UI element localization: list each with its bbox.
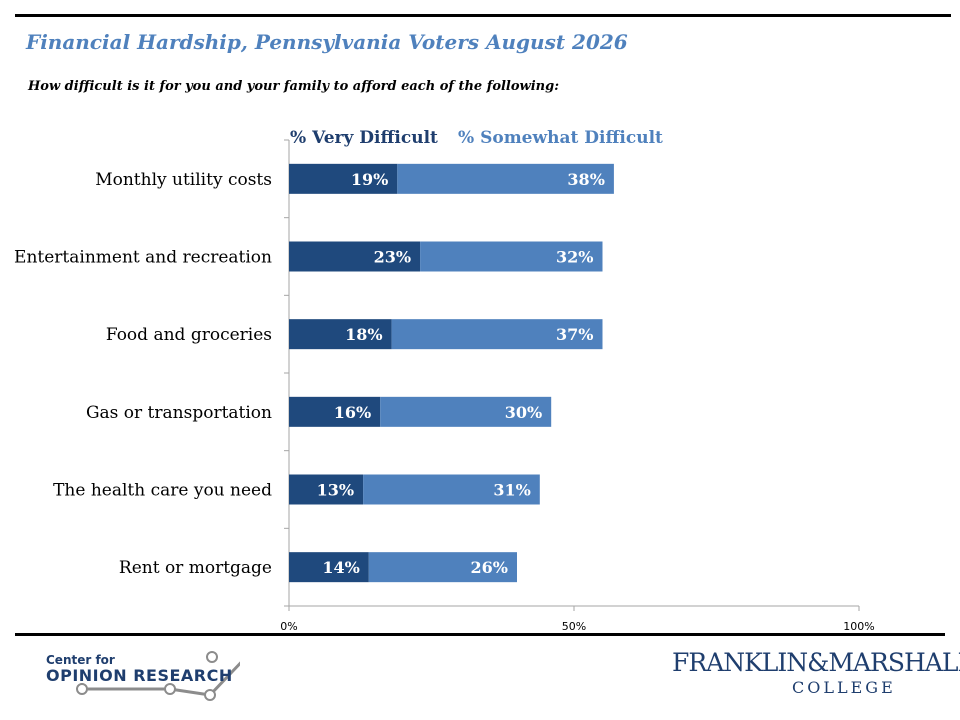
data-label: 31%: [493, 481, 530, 500]
data-label: 26%: [471, 558, 508, 577]
logo-college: COLLEGE: [792, 678, 896, 697]
data-label: 19%: [351, 170, 388, 189]
bottom-rule: [15, 633, 945, 636]
bar-very-difficult: [289, 319, 392, 350]
chart-title: Financial Hardship, Pennsylvania Voters …: [26, 30, 628, 54]
data-label: 32%: [556, 248, 593, 267]
bar-very-difficult: [289, 241, 421, 272]
logo-center-for: Center for: [46, 653, 115, 667]
bar-somewhat-difficult: [420, 241, 603, 272]
bar-very-difficult: [289, 474, 364, 505]
logo-opinion-research: OPINION RESEARCH: [46, 666, 233, 685]
data-label: 13%: [317, 481, 354, 500]
data-label: 18%: [345, 325, 382, 344]
chart-subtitle: How difficult is it for you and your fam…: [28, 79, 560, 94]
bar-very-difficult: [289, 552, 369, 583]
data-label: 38%: [567, 170, 604, 189]
bar-somewhat-difficult: [368, 552, 517, 583]
top-rule: [15, 14, 951, 17]
category-label: Monthly utility costs: [95, 170, 272, 190]
bar-somewhat-difficult: [380, 396, 552, 427]
franklin-marshall-logo: FRANKLIN&MARSHALL COLLEGE: [672, 648, 960, 702]
bar-very-difficult: [289, 163, 398, 194]
bar-somewhat-difficult: [397, 163, 614, 194]
category-label: Food and groceries: [106, 325, 272, 345]
data-label: 23%: [374, 248, 411, 267]
category-label: Entertainment and recreation: [14, 248, 272, 268]
category-label: Rent or mortgage: [119, 558, 272, 578]
data-label: 16%: [334, 403, 371, 422]
data-label: 37%: [556, 325, 593, 344]
bar-somewhat-difficult: [391, 319, 603, 350]
category-label: Gas or transportation: [86, 403, 272, 423]
x-tick-label: 0%: [280, 620, 297, 633]
legend-somewhat-difficult: % Somewhat Difficult: [458, 128, 663, 148]
bar-somewhat-difficult: [363, 474, 540, 505]
legend-very-difficult: % Very Difficult: [290, 128, 438, 148]
category-label: The health care you need: [53, 481, 272, 501]
center-for-opinion-research-logo: Center for OPINION RESEARCH: [40, 645, 240, 705]
logo-line-icon: [76, 651, 240, 701]
x-tick-label: 50%: [562, 620, 586, 633]
logo-franklin-marshall: FRANKLIN&MARSHALL: [672, 648, 960, 677]
data-label: 14%: [322, 558, 359, 577]
bar-very-difficult: [289, 396, 381, 427]
data-label: 30%: [505, 403, 542, 422]
x-tick-label: 100%: [843, 620, 874, 633]
bar-chart: 0% 50% 100% Monthly utility costs 19% 38% Ente…: [14, 139, 875, 633]
